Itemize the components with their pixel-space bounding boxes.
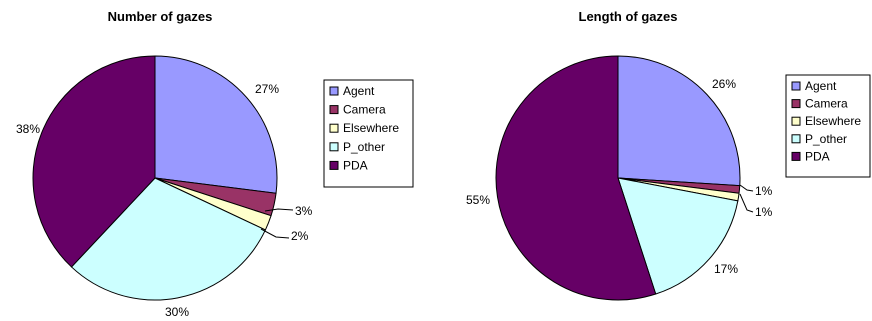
slice-agent xyxy=(154,55,278,194)
legend-swatch xyxy=(791,99,801,109)
leader-line xyxy=(739,184,754,192)
data-label: 17% xyxy=(714,262,738,276)
legend-swatch xyxy=(329,86,339,96)
slice-p-other xyxy=(617,177,739,295)
slice-pda xyxy=(495,55,657,301)
legend-swatch xyxy=(329,142,339,152)
legend-swatch xyxy=(791,81,801,91)
legend-swatch xyxy=(791,151,801,161)
legend-swatch xyxy=(791,116,801,126)
legend: Agent Camera Elsewhere P_other PDA xyxy=(785,74,871,178)
legend-label: P_other xyxy=(343,140,385,154)
data-label: 30% xyxy=(165,305,189,319)
data-label: 38% xyxy=(16,122,40,136)
legend-box xyxy=(323,79,414,188)
legend: Agent Camera Elsewhere P_other PDA xyxy=(323,79,414,188)
slice-agent xyxy=(617,55,741,187)
pie-chart-2: Length of gazes 26% 1% 1% 17% 55% Agent Camera E… xyxy=(466,9,871,301)
chart-title: Number of gazes xyxy=(108,9,213,24)
legend-label: Camera xyxy=(343,103,386,117)
legend-label: Camera xyxy=(805,97,848,111)
legend-swatch xyxy=(329,123,339,133)
legend-label: Agent xyxy=(343,84,375,98)
slice-p-other xyxy=(70,177,267,301)
slice-pda xyxy=(32,55,156,268)
pie-chart-1: Number of gazes 27% 3% 2% 30% 38% Agent Camera E… xyxy=(16,9,414,319)
data-label: 3% xyxy=(295,204,313,218)
legend-swatch xyxy=(791,134,801,144)
legend-swatch xyxy=(329,105,339,115)
legend-label: Elsewhere xyxy=(343,121,399,135)
data-label: 26% xyxy=(712,77,736,91)
legend-label: Agent xyxy=(805,79,837,93)
legend-label: PDA xyxy=(343,158,368,172)
data-label: 1% xyxy=(755,184,773,198)
chart-title: Length of gazes xyxy=(579,9,678,24)
legend-swatch xyxy=(329,160,339,170)
leader-line xyxy=(739,193,754,213)
data-label: 1% xyxy=(755,205,773,219)
data-label: 2% xyxy=(291,229,309,243)
legend-label: P_other xyxy=(805,132,847,146)
data-label: 27% xyxy=(255,82,279,96)
legend-label: Elsewhere xyxy=(805,114,861,128)
leader-line xyxy=(260,228,290,239)
data-label: 55% xyxy=(466,193,490,207)
legend-label: PDA xyxy=(805,149,830,163)
leader-line xyxy=(264,208,294,212)
